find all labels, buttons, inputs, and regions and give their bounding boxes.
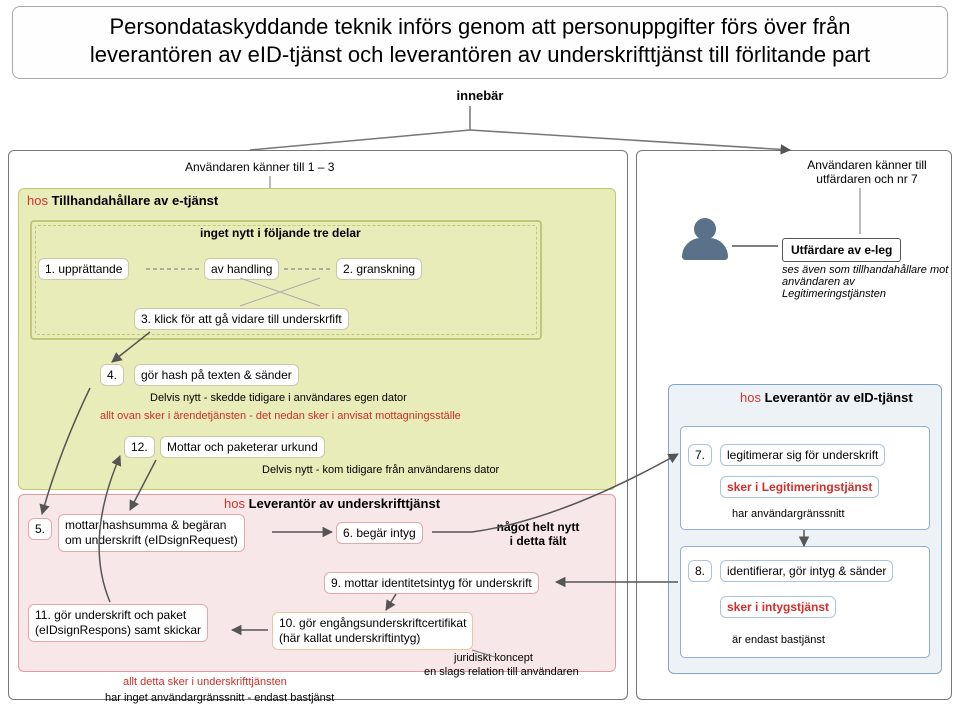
pink-hdr-hos: hos [224, 496, 249, 511]
utfardare-sub: ses även som tillhandahållare mot använd… [782, 264, 950, 300]
pink-foot-sub: har inget användargränssnitt - endast ba… [105, 692, 334, 704]
note-helt-nytt-l2: i detta fält [478, 534, 598, 548]
utfardare-title: Utfärdare av e-leg [791, 243, 892, 257]
step-11-l1: 11. gör underskrift och paket [35, 608, 201, 623]
zone-e-tjanst-header: hos Tillhandahållare av e-tjänst [27, 193, 607, 208]
step-4-num: 4. [100, 364, 124, 386]
pink-hdr-name: Leverantör av underskrifttjänst [249, 496, 440, 511]
blue-hdr-hos: hos [740, 390, 765, 405]
title-line-2: leverantören av eID-tjänst och leverantö… [27, 41, 933, 69]
step-7-red: sker i Legitimeringstjänst [720, 476, 879, 498]
step-12-sub: Delvis nytt - kom tidigare från användar… [262, 464, 499, 476]
utfardare-box: Utfärdare av e-leg [782, 238, 901, 262]
innebar-label: innebär [457, 88, 504, 103]
note-user-knows-7: Användaren känner till utfärdaren och nr… [792, 158, 942, 186]
title-panel: Persondataskyddande teknik införs genom … [12, 6, 948, 79]
step-5-l1: mottar hashsumma & begäran [65, 518, 238, 533]
step-9: 9. mottar identitetsintyg för underskrif… [324, 572, 539, 594]
note-user-knows-7-l1: Användaren känner till [792, 158, 942, 172]
zone-eid-header: hos Leverantör av eID-tjänst [740, 390, 913, 405]
user-icon [682, 218, 728, 260]
step-10-l2: (här kallat underskriftintyg) [279, 631, 466, 646]
jk-1: juridiskt koncept [454, 652, 533, 664]
step-11-l2: (eIDsignRespons) samt skickar [35, 623, 201, 638]
utfardare-sub-l2: användaren av Legitimeringstjänsten [782, 276, 886, 300]
step-12-txt: Mottar och paketerar urkund [160, 436, 325, 458]
blue-hdr-name: Leverantör av eID-tjänst [765, 390, 913, 405]
step-5: mottar hashsumma & begäran om underskrif… [58, 514, 245, 552]
step-10-l1: 10. gör engångsunderskriftcertifikat [279, 616, 466, 631]
step-7-num: 7. [688, 444, 712, 466]
step-5-num: 5. [28, 518, 52, 540]
zone-underskrift-header: hos Leverantör av underskrifttjänst [224, 496, 440, 511]
title-line-1: Persondataskyddande teknik införs genom … [27, 13, 933, 41]
step-8-sub: är endast bastjänst [732, 634, 825, 646]
step-7-sub: har användargränssnitt [732, 508, 845, 520]
step-7-red-txt: sker i Legitimeringstjänst [727, 480, 872, 494]
step-1b: av handling [204, 258, 279, 280]
step-12-num: 12. [124, 436, 155, 458]
note-user-knows-1-3: Användaren känner till 1 – 3 [185, 160, 334, 174]
utfardare-sub-l1: ses även som tillhandahållare mot [782, 264, 948, 276]
step-5-l2: om underskrift (eIDsignRequest) [65, 533, 238, 548]
step-4-sub: Delvis nytt - skedde tidigare i användar… [150, 392, 407, 404]
step-11: 11. gör underskrift och paket (eIDsignRe… [28, 604, 208, 642]
step-4-red: allt ovan sker i ärendetjänsten - det ne… [100, 410, 461, 422]
step-6: 6. begär intyg [336, 522, 423, 544]
step-8-num: 8. [688, 560, 712, 582]
pink-foot-red: allt detta sker i underskrifttjänsten [123, 676, 287, 688]
step-4-txt: gör hash på texten & sänder [134, 364, 299, 386]
step-10: 10. gör engångsunderskriftcertifikat (hä… [272, 612, 473, 650]
step-2: 2. granskning [336, 258, 422, 280]
step-7-txt: legitimerar sig för underskrift [720, 444, 885, 466]
step-8-txt: identifierar, gör intyg & sänder [720, 560, 893, 582]
note-user-knows-7-l2: utfärdaren och nr 7 [792, 172, 942, 186]
step-1: 1. upprättande [38, 258, 129, 280]
hdr-name: Tillhandahållare av e-tjänst [52, 193, 219, 208]
hdr-hos: hos [27, 193, 52, 208]
step-3: 3. klick för att gå vidare till underskr… [134, 308, 349, 330]
note-helt-nytt-l1: något helt nytt [478, 520, 598, 534]
jk-2: en slags relation till användaren [424, 666, 579, 678]
step-8-red-txt: sker i intygstjänst [727, 600, 829, 614]
step-8-red: sker i intygstjänst [720, 596, 836, 618]
note-helt-nytt: något helt nytt i detta fält [478, 520, 598, 548]
caption-inget-nytt: inget nytt i följande tre delar [200, 226, 361, 240]
